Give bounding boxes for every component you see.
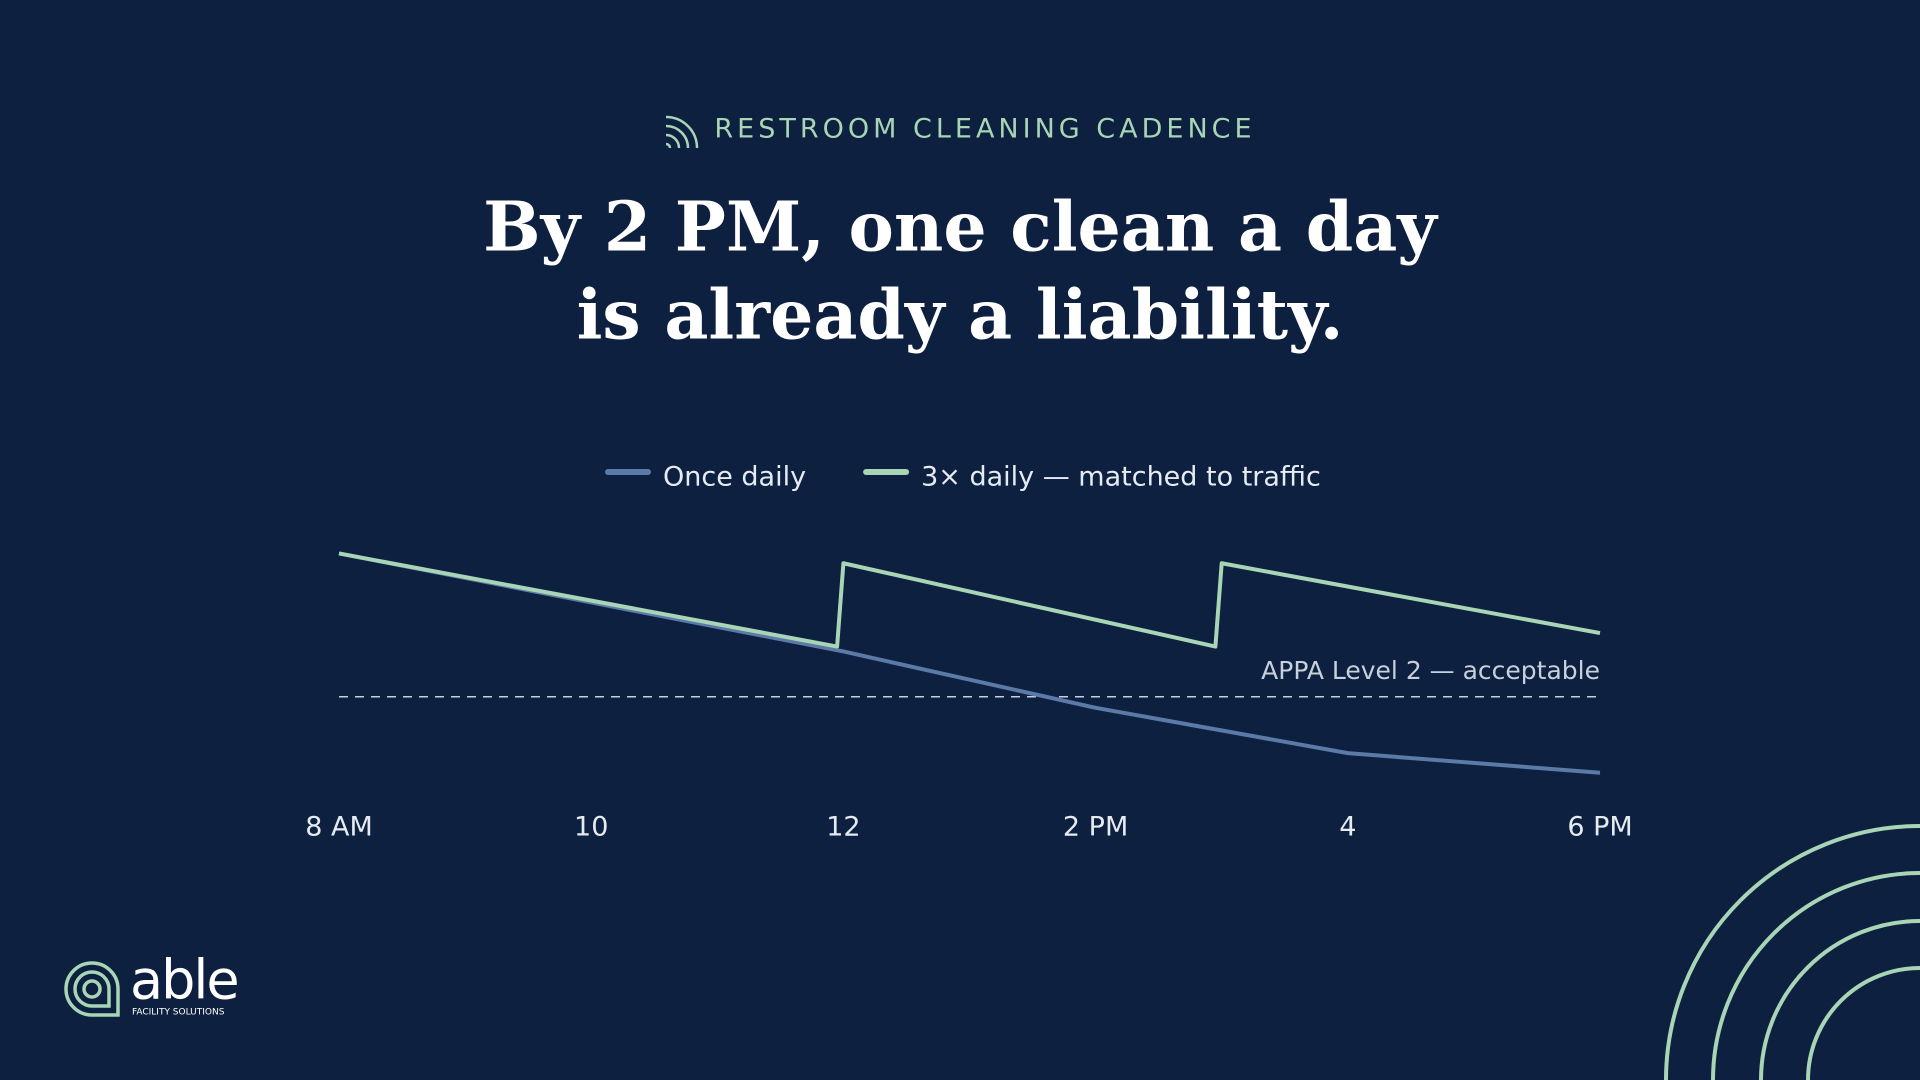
kicker: RESTROOM CLEANING CADENCE — [714, 114, 1255, 145]
x-tick-label: 10 — [574, 812, 608, 843]
logo-mark — [64, 961, 120, 1017]
brand-name: able — [130, 949, 238, 1012]
legend-label: 3× daily — matched to traffic — [921, 462, 1321, 493]
x-tick-label: 6 PM — [1567, 812, 1632, 843]
x-tick-label: 12 — [826, 812, 860, 843]
series-line — [338, 551, 1601, 649]
kicker-icon — [665, 115, 699, 149]
brand-tagline: FACILITY SOLUTIONS — [132, 1008, 225, 1018]
title-line: By 2 PM, one clean a day — [483, 188, 1439, 268]
threshold-label: APPA Level 2 — acceptable — [1261, 656, 1600, 685]
decor-arcs — [1664, 824, 1920, 1080]
title-line: is already a liability. — [577, 276, 1344, 356]
x-tick-label: 2 PM — [1063, 812, 1128, 843]
x-tick-label: 4 — [1339, 812, 1356, 843]
legend-label: Once daily — [663, 462, 806, 493]
x-tick-label: 8 AM — [305, 812, 373, 843]
logo: able FACILITY SOLUTIONS — [64, 949, 240, 1018]
